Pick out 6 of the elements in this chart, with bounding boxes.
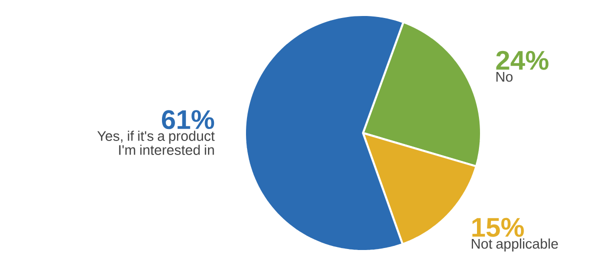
slice-label: Not applicable — [472, 238, 558, 252]
data-label: 15% — [472, 218, 524, 237]
data-label: 24% — [496, 50, 548, 70]
slice-label: Yes, if it's a product I'm interested in — [97, 130, 215, 155]
slice-label: No — [496, 72, 513, 82]
data-label: 61% — [162, 110, 214, 130]
